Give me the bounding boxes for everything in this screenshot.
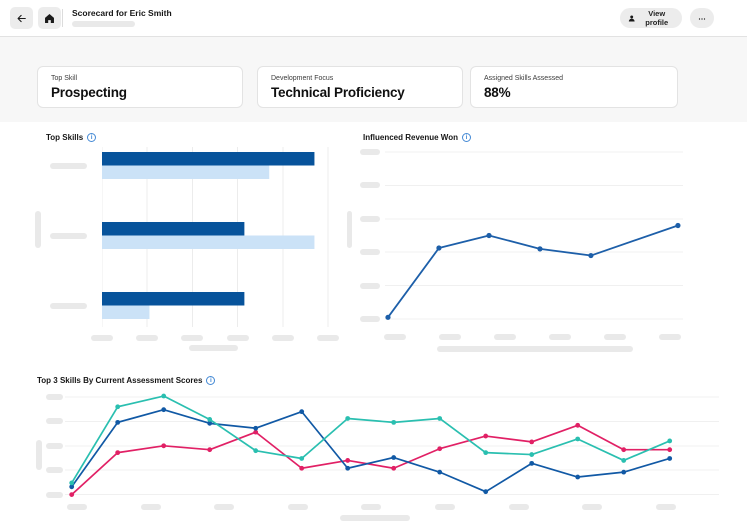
redacted-label xyxy=(360,282,380,289)
stat-card-development-focus: Development Focus Technical Proficiency xyxy=(257,66,463,108)
view-profile-button[interactable]: View profile xyxy=(620,8,682,28)
chart-title-text: Influenced Revenue Won xyxy=(363,133,458,142)
ellipsis-icon: ⋯ xyxy=(698,13,706,23)
redacted-label xyxy=(659,334,681,340)
stat-card-skills-assessed: Assigned Skills Assessed 88% xyxy=(470,66,678,108)
redacted-label xyxy=(136,335,159,341)
redacted-label xyxy=(340,515,410,521)
view-profile-label: View profile xyxy=(645,9,669,27)
stat-card-label: Development Focus xyxy=(271,75,334,82)
redacted-label xyxy=(437,346,633,352)
redacted-label xyxy=(91,335,113,341)
home-icon xyxy=(45,13,54,23)
back-button[interactable] xyxy=(10,7,33,29)
redacted-label xyxy=(214,504,235,510)
redacted-label xyxy=(360,182,380,189)
redacted-label xyxy=(67,504,87,510)
info-icon[interactable]: i xyxy=(87,133,97,142)
redacted-label xyxy=(287,504,308,510)
page-title: Scorecard for Eric Smith xyxy=(72,8,172,18)
redacted-label xyxy=(494,334,516,340)
stat-card-value: Prospecting xyxy=(51,85,127,100)
stat-card-top-skill: Top Skill Prospecting xyxy=(37,66,243,108)
redacted-label xyxy=(50,232,87,239)
top-bar: Scorecard for Eric Smith View profile ⋯ xyxy=(0,0,747,37)
back-arrow-icon xyxy=(17,14,26,22)
top-skills-bar-chart xyxy=(102,147,329,327)
redacted-label xyxy=(50,302,87,309)
redacted-label xyxy=(271,335,294,341)
redacted-label xyxy=(360,249,380,256)
redacted-label xyxy=(50,162,87,169)
redacted-label xyxy=(549,334,571,340)
redacted-label xyxy=(226,335,249,341)
redacted-label xyxy=(604,334,626,340)
redacted-label xyxy=(317,335,339,341)
stat-card-value: Technical Proficiency xyxy=(271,85,405,100)
person-icon xyxy=(628,14,635,22)
redacted-label xyxy=(36,440,42,470)
redacted-label xyxy=(435,504,455,510)
redacted-label xyxy=(46,491,63,498)
redacted-label xyxy=(360,215,380,222)
home-button[interactable] xyxy=(38,7,61,29)
redacted-label xyxy=(582,504,603,510)
redacted-label xyxy=(347,211,352,248)
redacted-label xyxy=(439,334,461,340)
more-options-button[interactable]: ⋯ xyxy=(690,8,714,28)
redacted-label xyxy=(35,211,41,248)
top-3-skills-line-chart xyxy=(65,393,719,497)
redacted-label xyxy=(189,345,238,351)
redacted-label xyxy=(360,316,380,322)
stat-card-label: Top Skill xyxy=(51,75,78,82)
header-divider xyxy=(62,9,63,27)
page-subtitle-redacted xyxy=(72,21,135,27)
info-icon[interactable]: i xyxy=(461,133,471,142)
redacted-label xyxy=(655,504,676,510)
redacted-label xyxy=(46,394,63,400)
redacted-label xyxy=(384,334,406,340)
redacted-label xyxy=(361,504,382,510)
chart-title-text: Top Skills xyxy=(46,133,84,142)
influenced-revenue-line-chart xyxy=(385,151,683,320)
top-3-skills-chart-title: Top 3 Skills By Current Assessment Score… xyxy=(37,376,216,385)
top-skills-chart-title: Top Skills i xyxy=(46,133,97,142)
redacted-label xyxy=(508,504,529,510)
redacted-label xyxy=(360,149,380,155)
chart-title-text: Top 3 Skills By Current Assessment Score… xyxy=(37,376,203,385)
stat-card-value: 88% xyxy=(484,85,511,100)
redacted-label xyxy=(46,467,63,474)
info-icon[interactable]: i xyxy=(206,376,216,385)
influenced-revenue-chart-title: Influenced Revenue Won i xyxy=(363,133,471,142)
redacted-label xyxy=(46,442,63,449)
redacted-label xyxy=(181,335,204,341)
redacted-label xyxy=(46,418,63,425)
redacted-label xyxy=(140,504,161,510)
stat-card-label: Assigned Skills Assessed xyxy=(484,75,563,82)
